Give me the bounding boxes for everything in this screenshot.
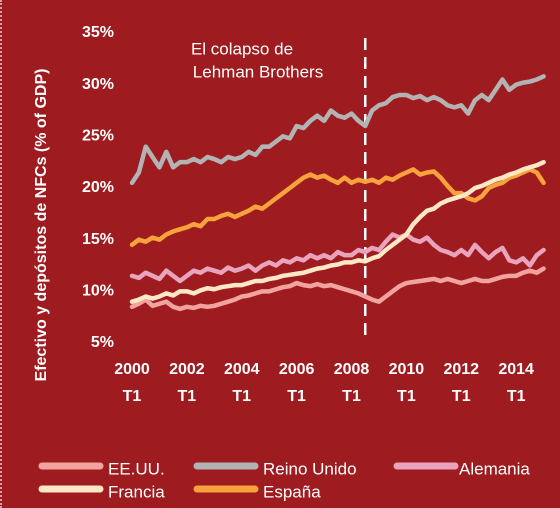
line-series	[129, 232, 546, 284]
x-tick-label: 2012 T1	[443, 361, 480, 405]
y-tick-label: 25%	[82, 128, 114, 145]
line-series	[129, 74, 546, 186]
line-series	[129, 159, 546, 304]
x-tick-label: 2010 T1	[388, 361, 425, 405]
y-axis-label: Efectivo y depósitos de NFCs (% of GDP)	[33, 69, 50, 382]
x-tick-label: 2008 T1	[333, 361, 370, 405]
legend-label: España	[263, 482, 321, 501]
legend-label: Alemania	[459, 459, 530, 478]
y-tick-label: 5%	[91, 334, 114, 351]
y-tick-label: 20%	[82, 179, 114, 196]
legend-label: EE.UU.	[108, 459, 165, 478]
line-series	[129, 266, 546, 312]
x-tick-label: 2004 T1	[223, 361, 260, 405]
annotation: El colapso de	[191, 39, 293, 58]
y-tick-label: 10%	[82, 283, 114, 300]
legend-label: Reino Unido	[263, 459, 357, 478]
y-tick-label: 30%	[82, 76, 114, 93]
y-tick-label: 35%	[82, 24, 114, 41]
legend-label: Francia	[108, 482, 165, 501]
x-tick-label: 2006 T1	[278, 361, 315, 405]
line-series	[129, 167, 546, 248]
annotation: Lehman Brothers	[193, 62, 323, 81]
y-tick-label: 15%	[82, 231, 114, 248]
x-tick-label: 2002 T1	[169, 361, 205, 405]
x-tick-label: 2014 T1	[498, 361, 534, 405]
x-tick-label: 2000 T1	[114, 361, 150, 405]
